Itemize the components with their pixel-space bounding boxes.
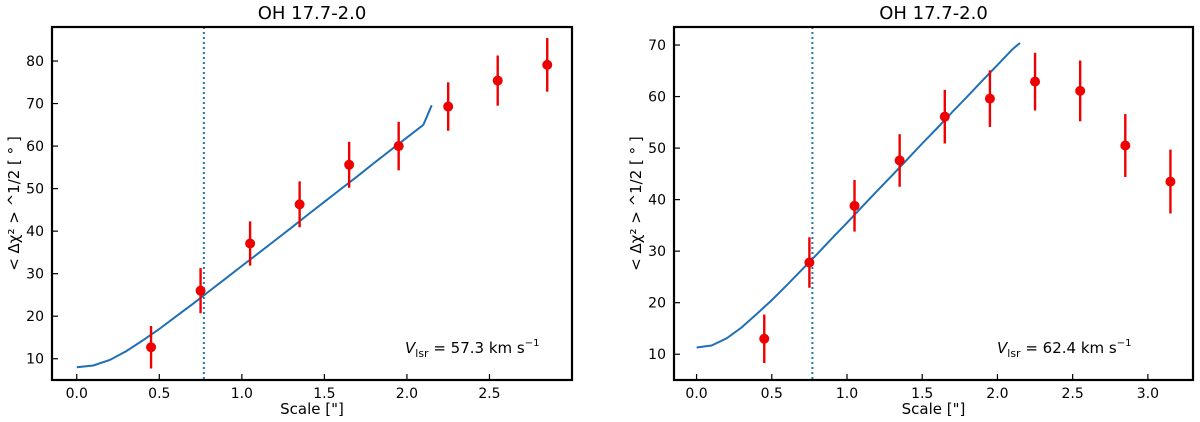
y-tick-label: 70 xyxy=(648,38,666,54)
fit-curve xyxy=(696,42,1021,349)
y-tick-label: 10 xyxy=(648,347,666,363)
vlsr-subscript: lsr xyxy=(1007,347,1021,360)
y-tick-label: 70 xyxy=(26,97,44,113)
data-point xyxy=(443,101,454,112)
data-point xyxy=(492,75,503,86)
data-point xyxy=(894,155,905,166)
y-tick-label: 20 xyxy=(26,309,44,325)
data-point xyxy=(849,200,860,211)
x-tick-label: 0.5 xyxy=(761,386,783,402)
vlsr-unit-exponent: −1 xyxy=(1117,338,1132,349)
y-tick-label: 40 xyxy=(648,193,666,209)
y-tick-label: 80 xyxy=(26,54,44,70)
vlsr-annotation: Vlsr = 62.4 km s−1 xyxy=(997,338,1131,360)
x-tick-label: 1.5 xyxy=(911,386,933,402)
x-tick-label: 1.0 xyxy=(836,386,858,402)
data-point xyxy=(984,93,995,104)
x-tick-label: 1.5 xyxy=(313,386,335,402)
chart-right: 0.0 0.5 1.0 1.5 2.0 2.5 3.0 10 20 30 40 50 60 70 OH 17… xyxy=(627,3,1195,418)
data-point xyxy=(542,59,553,70)
data-point xyxy=(195,285,206,296)
vlsr-annotation: Vlsr = 57.3 km s−1 xyxy=(405,338,539,360)
x-tick-label: 0.5 xyxy=(148,386,170,402)
fit-curve xyxy=(76,104,433,369)
chart-title: OH 17.7-2.0 xyxy=(879,3,988,24)
vlsr-unit-exponent: −1 xyxy=(525,338,540,349)
data-point xyxy=(294,199,305,210)
plot-frame xyxy=(50,25,574,382)
y-tick-label: 10 xyxy=(26,352,44,368)
data-point xyxy=(344,159,355,170)
data-point xyxy=(245,238,256,249)
vlsr-subscript: lsr xyxy=(415,347,429,360)
data-point xyxy=(146,342,157,353)
data-point xyxy=(939,111,950,122)
y-tick-label: 20 xyxy=(648,296,666,312)
y-tick-label: 40 xyxy=(26,224,44,240)
x-tick-label: 0.0 xyxy=(66,386,88,402)
y-axis-label: < Δχ² > ^1/2 [ ° ] xyxy=(627,136,645,271)
chart-title: OH 17.7-2.0 xyxy=(258,3,367,24)
vlsr-symbol: V xyxy=(997,339,1009,357)
data-point xyxy=(759,333,770,344)
vlsr-value: = 57.3 km s xyxy=(429,339,525,357)
data-point xyxy=(1165,176,1176,187)
data-point xyxy=(1075,85,1086,96)
y-tick-label: 50 xyxy=(648,141,666,157)
data-point xyxy=(804,257,815,268)
plot-frame xyxy=(672,25,1195,382)
x-tick-label: 2.5 xyxy=(1062,386,1084,402)
x-tick-label: 2.5 xyxy=(478,386,500,402)
y-tick-label: 60 xyxy=(26,139,44,155)
x-tick-label: 2.0 xyxy=(396,386,418,402)
data-point xyxy=(1030,76,1041,87)
y-axis-label: < Δχ² > ^1/2 [ ° ] xyxy=(5,136,23,271)
data-point xyxy=(1120,140,1131,151)
vlsr-value: = 62.4 km s xyxy=(1021,339,1117,357)
y-tick-label: 50 xyxy=(26,182,44,198)
y-tick-label: 60 xyxy=(648,90,666,106)
x-tick-label: 1.0 xyxy=(231,386,253,402)
data-point xyxy=(393,141,404,152)
y-tick-label: 30 xyxy=(648,244,666,260)
x-axis-label: Scale ["] xyxy=(902,400,966,418)
x-tick-label: 0.0 xyxy=(685,386,707,402)
vlsr-symbol: V xyxy=(405,339,417,357)
y-tick-label: 30 xyxy=(26,267,44,283)
chart-left: 0.0 0.5 1.0 1.5 2.0 2.5 10 20 30 40 50 60 70 80 OH 17.… xyxy=(5,3,574,418)
x-tick-label: 3.0 xyxy=(1137,386,1159,402)
x-tick-label: 2.0 xyxy=(986,386,1008,402)
x-axis-label: Scale ["] xyxy=(280,400,344,418)
